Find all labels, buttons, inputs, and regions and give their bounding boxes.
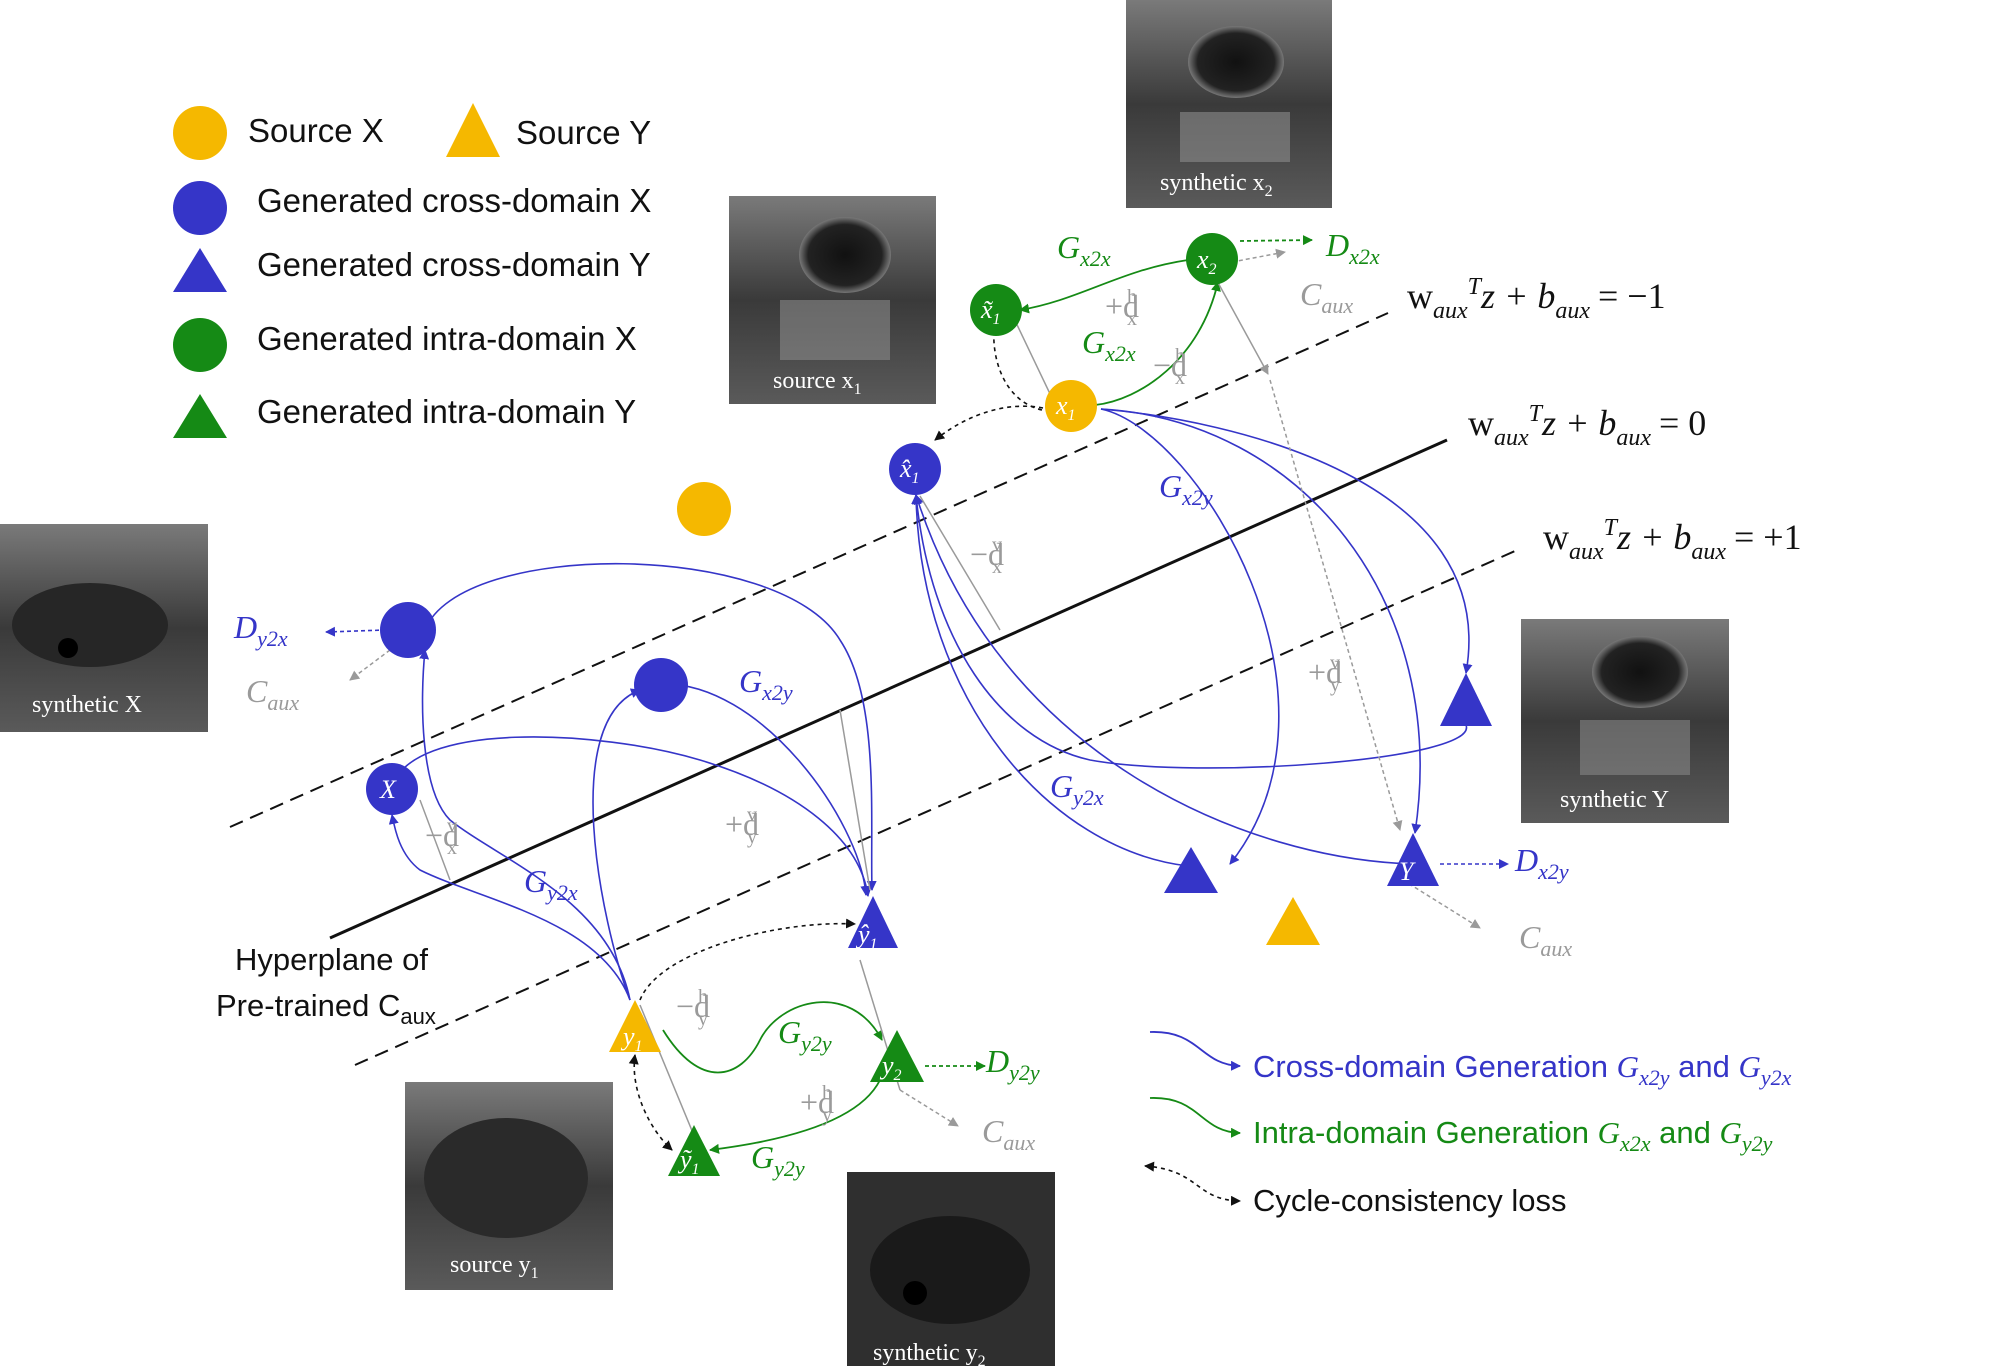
label-dx2x: Dx2x bbox=[1325, 227, 1380, 269]
caption-source-y1: source y bbox=[450, 1252, 531, 1278]
label-plus-dyv-right: +dv y bbox=[1308, 652, 1342, 696]
cross-x-sample-1 bbox=[380, 602, 436, 658]
label-minus-dyh: −dh y bbox=[676, 986, 710, 1030]
node-x2 bbox=[1186, 233, 1238, 285]
label-gx2y-right: Gx2y bbox=[1159, 468, 1213, 510]
equation-zero: wauxTz + baux = 0 bbox=[1468, 401, 1706, 451]
gen-intra-y-marker bbox=[173, 394, 227, 438]
caption-synthetic-Y: synthetic Y bbox=[1560, 787, 1669, 813]
label-plus-dxh: +dh x bbox=[1105, 286, 1139, 330]
label-caux-bottom: Caux bbox=[982, 1113, 1035, 1155]
svg-text:synthetic y2: synthetic y2 bbox=[873, 1340, 986, 1366]
source-x-sample bbox=[677, 482, 731, 536]
gen-intra-x-marker bbox=[173, 318, 227, 372]
legend-gen-cross-x: Generated cross-domain X bbox=[257, 182, 651, 219]
label-caux-right: Caux bbox=[1519, 919, 1572, 961]
margin-line-minus1 bbox=[229, 312, 1389, 828]
svg-text:X: X bbox=[379, 775, 397, 804]
equation-plus1: wauxTz + baux = +1 bbox=[1543, 515, 1802, 565]
label-gx2y-left: Gx2y bbox=[739, 663, 793, 705]
label-gx2x-mid: Gx2x bbox=[1082, 324, 1136, 366]
cross-y-sample-1 bbox=[1440, 673, 1492, 726]
legend-source-y: Source Y bbox=[516, 114, 651, 151]
legend-gen-intra-y: Generated intra-domain Y bbox=[257, 393, 636, 430]
label-gy2y-mid: Gy2y bbox=[778, 1014, 832, 1056]
svg-text:x̂1: x̂1 bbox=[899, 454, 920, 487]
hyperplane-label-line1: Hyperplane of bbox=[235, 942, 428, 977]
svg-text:x2: x2 bbox=[1196, 245, 1217, 278]
node-Y bbox=[1387, 833, 1439, 886]
image-source-x1: source x1 bbox=[729, 196, 936, 404]
node-y1-tilde bbox=[668, 1125, 720, 1176]
edge-labels: Gx2x Gx2x Dx2x Gx2y Gx2y Gy2x Gy2x Dy2x … bbox=[233, 227, 1572, 1181]
legend-intra-domain: Intra-domain Generation Gx2x and Gy2y bbox=[1253, 1115, 1773, 1156]
label-dy2x: Dy2x bbox=[233, 609, 288, 651]
label-gy2x-left: Gy2x bbox=[524, 863, 578, 905]
node-X bbox=[366, 763, 418, 815]
label-minus-dxv-right: −dv x bbox=[970, 534, 1004, 578]
svg-text:y2: y2 bbox=[879, 1051, 902, 1084]
source-y-sample bbox=[1266, 897, 1320, 945]
svg-text:x1: x1 bbox=[1055, 391, 1076, 424]
label-gy2y-bottom: Gy2y bbox=[751, 1139, 805, 1181]
image-synthetic-Y: synthetic Y bbox=[1521, 619, 1729, 823]
node-x1 bbox=[1045, 380, 1097, 432]
node-y1 bbox=[609, 1000, 661, 1052]
node-y2 bbox=[870, 1030, 924, 1082]
nodes: x2 x̃1 x1 x̂1 X Y ŷ1 y1 y2 ỹ1 bbox=[366, 233, 1492, 1178]
svg-text:ŷ1: ŷ1 bbox=[855, 920, 878, 953]
label-dy2y: Dy2y bbox=[985, 1043, 1040, 1085]
svg-text:y1: y1 bbox=[620, 1022, 643, 1055]
legend: Source X Source Y Generated cross-domain… bbox=[173, 103, 651, 438]
caption-synthetic-x2: synthetic x bbox=[1160, 170, 1265, 196]
image-synthetic-x2: synthetic x2 bbox=[1126, 0, 1332, 208]
svg-text:ỹ1: ỹ1 bbox=[677, 1145, 700, 1178]
legend-gen-intra-x: Generated intra-domain X bbox=[257, 320, 637, 357]
gen-cross-y-marker bbox=[173, 248, 227, 292]
caption-synthetic-y2: synthetic y bbox=[873, 1340, 978, 1366]
source-y-marker bbox=[446, 103, 500, 157]
node-x1-tilde bbox=[970, 284, 1022, 336]
label-gy2x-right: Gy2x bbox=[1050, 768, 1104, 810]
hyperplane-label-line2: Pre-trained Caux bbox=[216, 988, 436, 1029]
label-caux-left: Caux bbox=[246, 673, 299, 715]
label-gx2x-top: Gx2x bbox=[1057, 229, 1111, 271]
caption-synthetic-X: synthetic X bbox=[32, 692, 142, 718]
equation-minus1: wauxTz + baux = −1 bbox=[1407, 274, 1666, 324]
node-y1-hat bbox=[848, 896, 898, 948]
bottom-legend: Cross-domain Generation Gx2y and Gy2x In… bbox=[1144, 1031, 1792, 1218]
legend-gen-cross-y: Generated cross-domain Y bbox=[257, 246, 651, 283]
cross-y-sample-2 bbox=[1164, 847, 1218, 893]
image-source-y1: source y1 bbox=[405, 1082, 613, 1290]
margin-line-plus1 bbox=[354, 550, 1516, 1066]
label-minus-dxh: −dh x bbox=[1153, 345, 1187, 389]
legend-cross-domain: Cross-domain Generation Gx2y and Gy2x bbox=[1253, 1049, 1792, 1090]
label-minus-dxv-left: −dv x bbox=[425, 815, 459, 859]
label-caux-top: Caux bbox=[1300, 276, 1353, 318]
svg-text:synthetic x2: synthetic x2 bbox=[1160, 170, 1273, 200]
image-synthetic-X: synthetic X bbox=[0, 524, 208, 732]
cycle-consistency-arrows bbox=[628, 321, 1044, 1151]
svg-text:source y1: source y1 bbox=[450, 1252, 539, 1282]
source-x-marker bbox=[173, 106, 227, 160]
caption-source-x1: source x bbox=[773, 368, 854, 394]
image-synthetic-y2: synthetic y2 bbox=[847, 1172, 1055, 1366]
label-plus-dyh: +dh y bbox=[800, 1082, 834, 1126]
label-dx2y: Dx2y bbox=[1514, 842, 1569, 884]
cross-x-sample-2 bbox=[634, 658, 688, 712]
svg-text:source x1: source x1 bbox=[773, 368, 862, 398]
hyperplane-line bbox=[329, 438, 1448, 940]
svg-text:x̃1: x̃1 bbox=[980, 295, 1001, 328]
label-plus-dyv-left: +dv y bbox=[725, 804, 759, 848]
gen-cross-x-marker bbox=[173, 181, 227, 235]
svg-text:Y: Y bbox=[1399, 857, 1416, 886]
node-x1-hat bbox=[889, 443, 941, 495]
cross-domain-curves bbox=[325, 408, 1509, 1001]
legend-cycle: Cycle-consistency loss bbox=[1253, 1183, 1567, 1218]
legend-source-x: Source X bbox=[248, 112, 384, 149]
intra-domain-curves bbox=[662, 235, 1313, 1154]
